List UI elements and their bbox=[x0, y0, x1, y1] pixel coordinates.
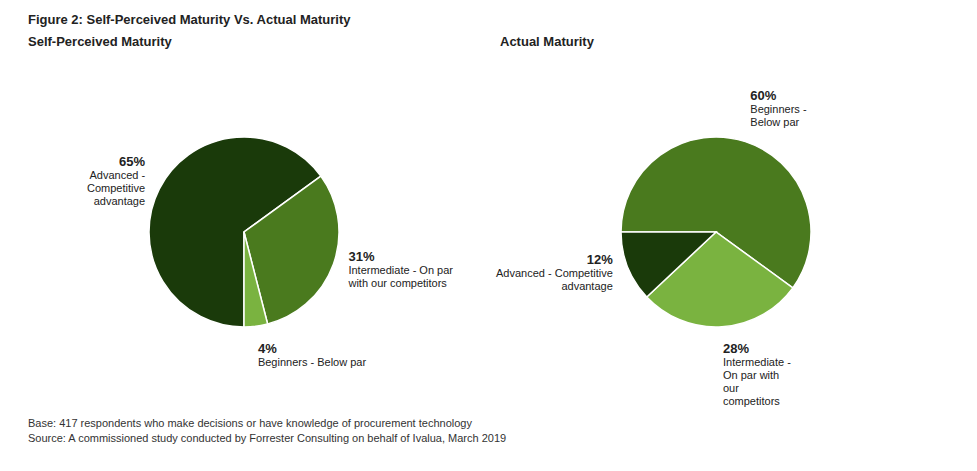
html-text:Actual Maturity: Actual Maturity bbox=[500, 34, 594, 49]
html-text:Figure 2: Self-Perceived Matur: Figure 2: Self-Perceived Maturity Vs. Ac… bbox=[28, 12, 351, 27]
svg-text:31%Intermediate - On parwith o: 31%Intermediate - On parwith our competi… bbox=[347, 249, 453, 289]
html-text:Base: 417 respondents who make: Base: 417 respondents who make decisions… bbox=[28, 417, 472, 429]
html-text:Source: A commissioned study c: Source: A commissioned study conducted b… bbox=[28, 432, 507, 444]
svg-text:28%Intermediate -On par withou: 28%Intermediate -On par withourcompetito… bbox=[723, 341, 791, 407]
svg-text:60%Beginners -Below par: 60%Beginners -Below par bbox=[750, 88, 807, 128]
svg-text:12%Advanced - Competitiveadvan: 12%Advanced - Competitiveadvantage bbox=[496, 252, 613, 292]
svg-text:4%Beginners - Below par: 4%Beginners - Below par bbox=[258, 341, 367, 368]
html-text:Self-Perceived Maturity: Self-Perceived Maturity bbox=[28, 34, 172, 49]
svg-text:65%Advanced -Competitiveadvant: 65%Advanced -Competitiveadvantage bbox=[87, 154, 146, 207]
